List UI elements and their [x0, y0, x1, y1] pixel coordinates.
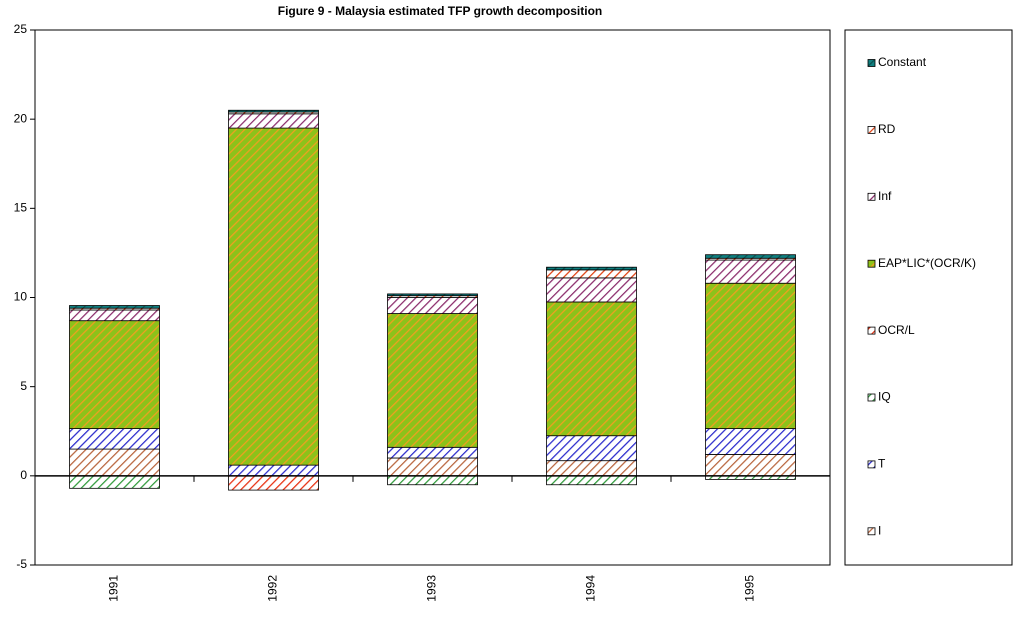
legend-swatch — [867, 259, 876, 268]
y-tick-label: -5 — [16, 557, 27, 571]
legend-swatch — [867, 326, 876, 335]
y-tick-label: 10 — [14, 290, 28, 304]
chart-title: Figure 9 - Malaysia estimated TFP growth… — [278, 4, 603, 18]
bar-segment — [705, 254, 796, 259]
bar-segment — [228, 475, 319, 491]
bar-segment — [387, 293, 478, 297]
y-tick-label: 25 — [14, 22, 28, 36]
x-tick-label: 1994 — [584, 575, 598, 602]
bar-segment — [546, 269, 637, 279]
bar-segment — [69, 320, 160, 429]
bar-segment — [546, 266, 637, 271]
legend-swatch — [867, 59, 876, 67]
legend-label: EAP*LIC*(OCR/K) — [878, 256, 976, 270]
bar-segment — [705, 282, 796, 429]
legend-label: IQ — [878, 390, 891, 404]
bar-segment — [546, 460, 637, 477]
y-tick-label: 20 — [14, 111, 28, 125]
bar-segment — [228, 109, 319, 113]
bar-segment — [705, 259, 796, 284]
bar-segment — [546, 277, 637, 303]
legend-swatch — [867, 527, 876, 536]
x-tick-label: 1995 — [743, 575, 757, 602]
legend-swatch — [867, 126, 876, 134]
bar-segment — [69, 448, 160, 477]
legend-swatch — [867, 460, 876, 469]
y-tick-label: 15 — [14, 201, 28, 215]
bar-segment — [387, 297, 478, 314]
legend-box — [844, 29, 1013, 566]
bar-segment — [705, 454, 796, 477]
bar-segment — [228, 113, 319, 129]
legend-label: Inf — [878, 189, 892, 203]
bar-segment — [228, 127, 319, 466]
bar-segment — [387, 446, 478, 459]
bar-segment — [387, 313, 478, 448]
legend-label: I — [878, 523, 881, 537]
bar-segment — [546, 301, 637, 437]
legend-label: T — [878, 457, 886, 471]
bar-segment — [69, 309, 160, 322]
legend-label: Constant — [878, 55, 927, 69]
x-tick-label: 1992 — [266, 575, 280, 602]
x-tick-label: 1991 — [107, 575, 121, 602]
legend-swatch — [867, 192, 876, 201]
bar-segment — [69, 428, 160, 450]
bar-segment — [387, 457, 478, 477]
bar-segment — [69, 475, 160, 489]
y-tick-label: 5 — [20, 379, 27, 393]
x-tick-label: 1993 — [425, 575, 439, 602]
legend-label: RD — [878, 122, 896, 136]
bar-segment — [228, 464, 319, 477]
bar-segment — [546, 435, 637, 462]
bar-segment — [69, 305, 160, 309]
bar-segment — [546, 475, 637, 486]
y-tick-label: 0 — [20, 468, 27, 482]
legend-swatch — [867, 393, 876, 402]
bar-segment — [705, 428, 796, 455]
bar-segment — [387, 475, 478, 486]
legend-label: OCR/L — [878, 323, 915, 337]
